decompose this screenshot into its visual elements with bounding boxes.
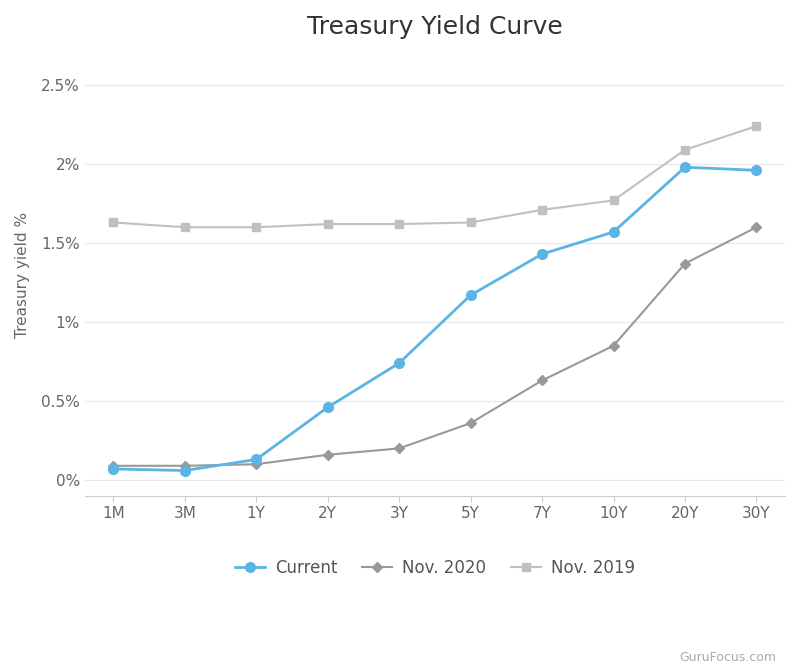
Text: GuruFocus.com: GuruFocus.com [679,651,776,664]
Title: Treasury Yield Curve: Treasury Yield Curve [307,15,562,39]
Legend: Current, Nov. 2020, Nov. 2019: Current, Nov. 2020, Nov. 2019 [228,553,642,584]
Y-axis label: Treasury yield %: Treasury yield % [15,211,30,338]
